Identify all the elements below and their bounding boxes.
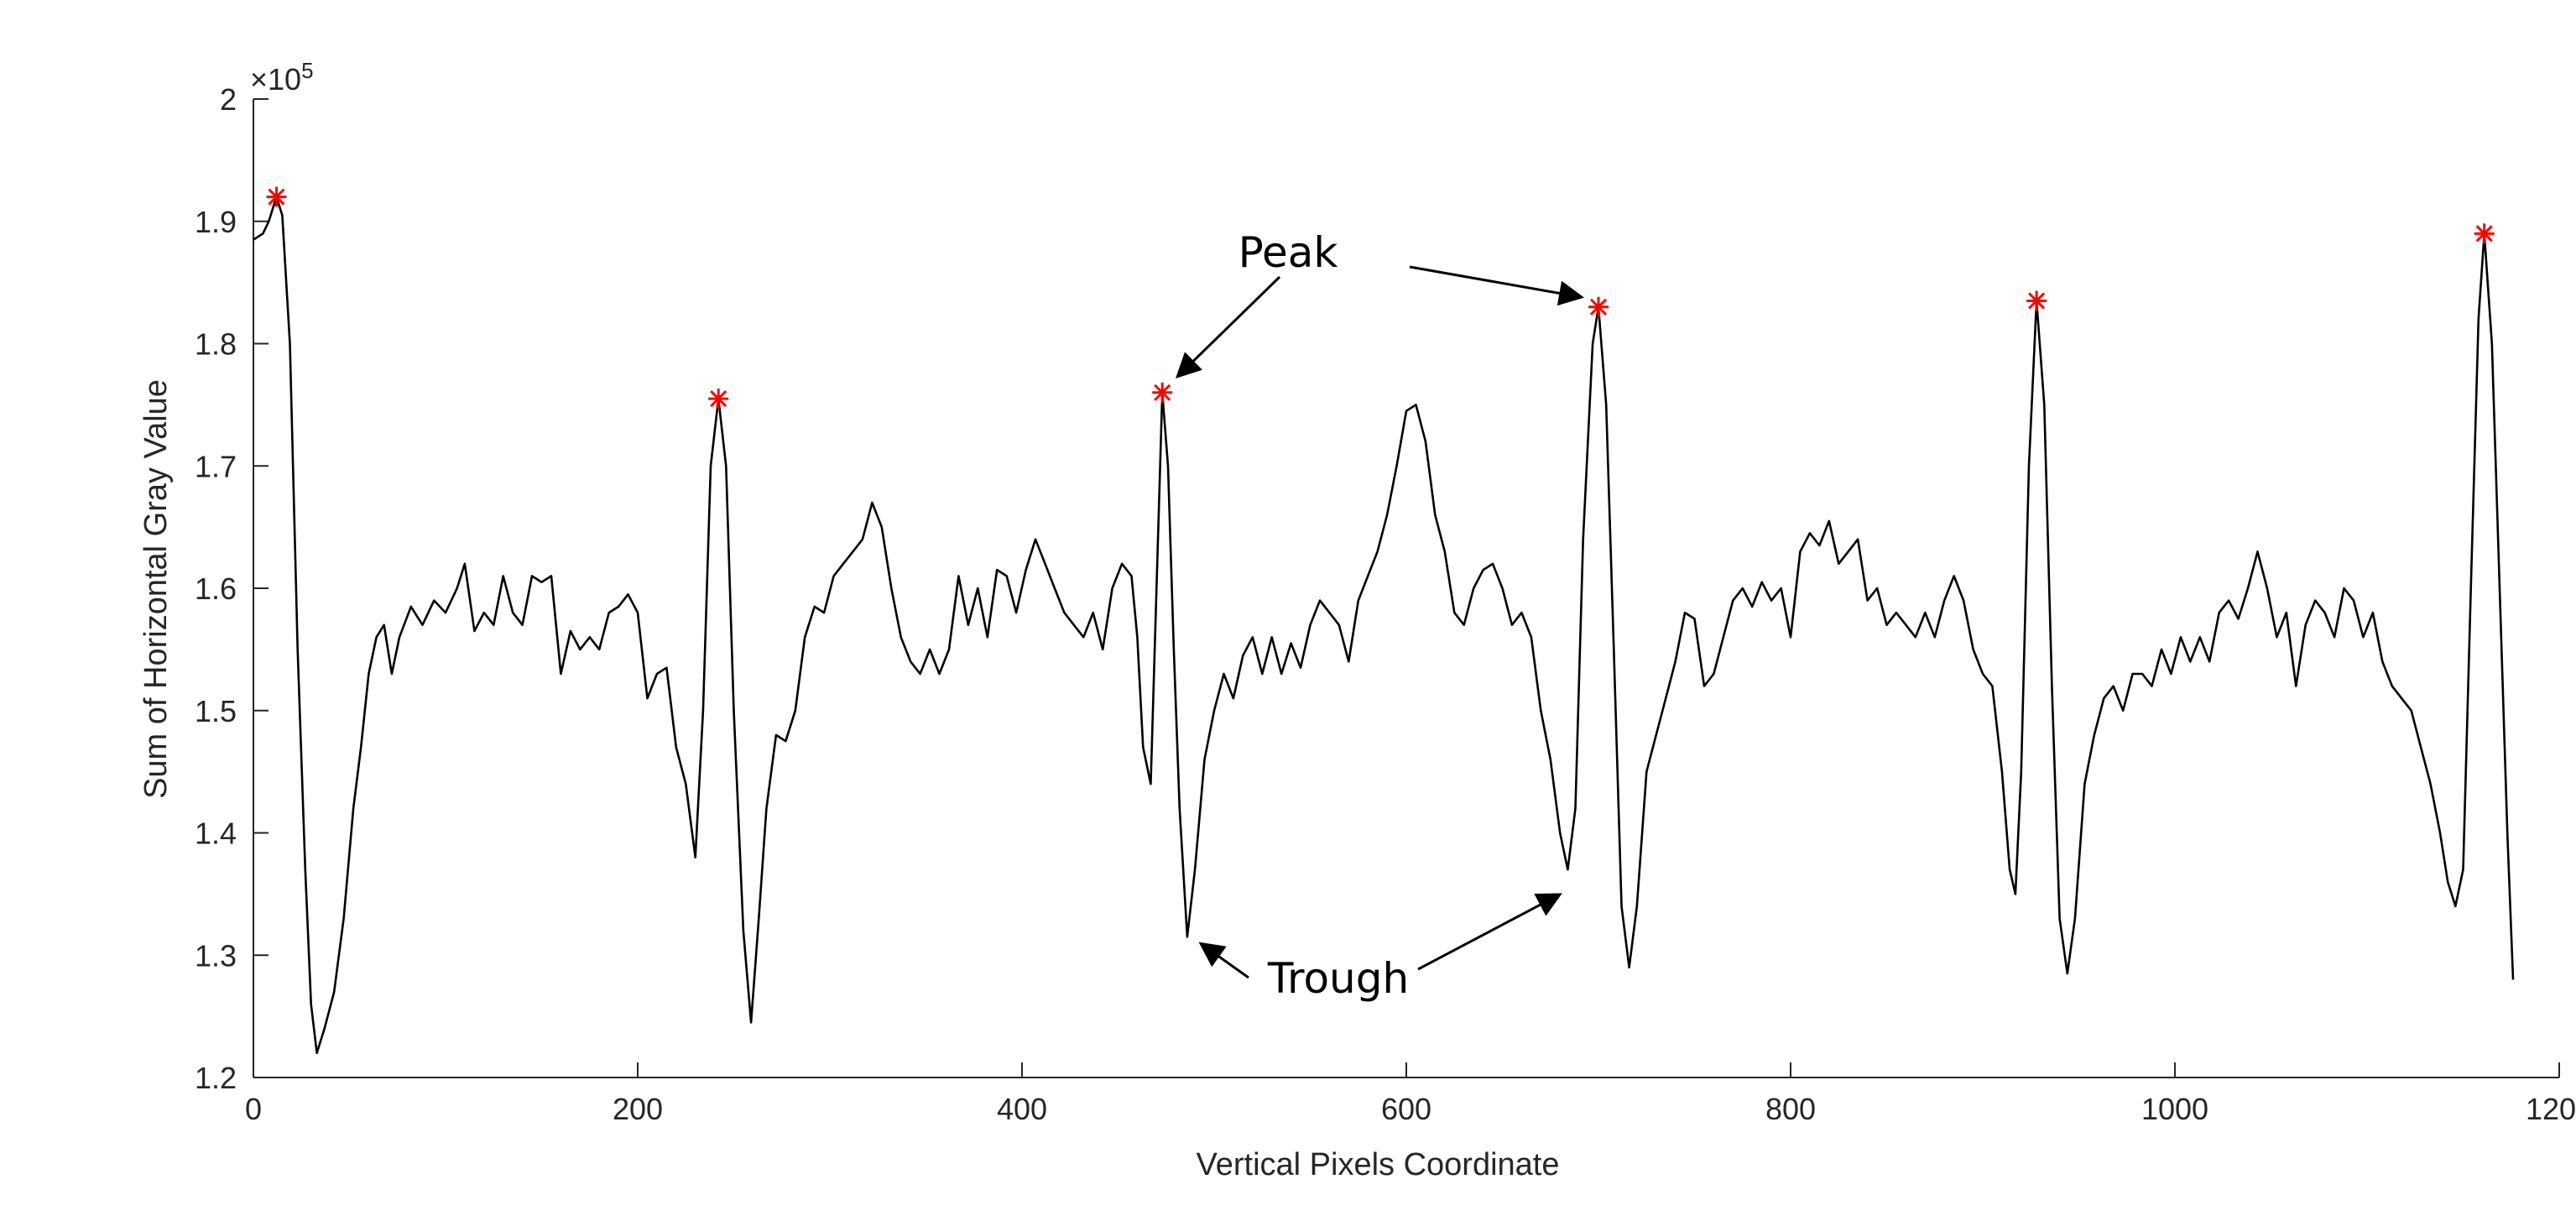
y-tick-label: 1.6: [195, 571, 237, 606]
axes: 0 200 400 600 800 1000 1200 1.2 1.3 1.4 1.5 1.6 1.7 1…: [195, 82, 2576, 1126]
peak-marker: [1152, 382, 1173, 403]
x-tick-label: 1000: [2141, 1092, 2208, 1126]
peak-marker: [708, 389, 729, 410]
peak-marker: [2026, 290, 2047, 311]
trough-arrow-right: [1417, 893, 1562, 971]
y-axis-label: Sum of Horizontal Gray Value: [138, 379, 174, 799]
y-tick-label: 1.5: [195, 694, 237, 728]
y-tick-label: 1.7: [195, 449, 237, 483]
gray-value-line: [253, 196, 2515, 1055]
peak-arrow-right: [1409, 265, 1584, 306]
peak-marker: [1588, 296, 1609, 317]
y-axis-exponent: ×105: [250, 58, 314, 97]
x-tick-label: 0: [245, 1092, 262, 1126]
y-tick-label: 1.8: [195, 327, 237, 362]
trough-arrow-left: [1198, 942, 1249, 979]
y-axis-exponent-base: ×10: [250, 62, 301, 97]
annotations: Peak Trough: [1176, 228, 1584, 1003]
x-tick-label: 200: [613, 1092, 663, 1126]
x-tick-label: 800: [1765, 1092, 1816, 1126]
x-tick-label: 600: [1381, 1092, 1431, 1126]
y-tick-label: 1.2: [195, 1061, 237, 1095]
y-axis-exponent-power: 5: [301, 58, 313, 83]
peak-marker: [2474, 223, 2495, 244]
x-axis-label: Vertical Pixels Coordinate: [1197, 1147, 1560, 1182]
x-tick-label: 1200: [2526, 1092, 2576, 1126]
y-tick-label: 2: [220, 82, 237, 117]
trough-annotation-label: Trough: [1267, 954, 1409, 1003]
peak-marker: [266, 186, 287, 207]
peak-annotation-label: Peak: [1238, 228, 1338, 277]
y-tick-label: 1.4: [195, 817, 237, 851]
peak-markers: [266, 186, 2495, 410]
x-tick-label: 400: [997, 1092, 1047, 1126]
y-tick-label: 1.9: [195, 205, 237, 239]
y-tick-label: 1.3: [195, 938, 237, 973]
peak-arrow-left: [1176, 275, 1281, 378]
series-layer: [253, 196, 2515, 1055]
